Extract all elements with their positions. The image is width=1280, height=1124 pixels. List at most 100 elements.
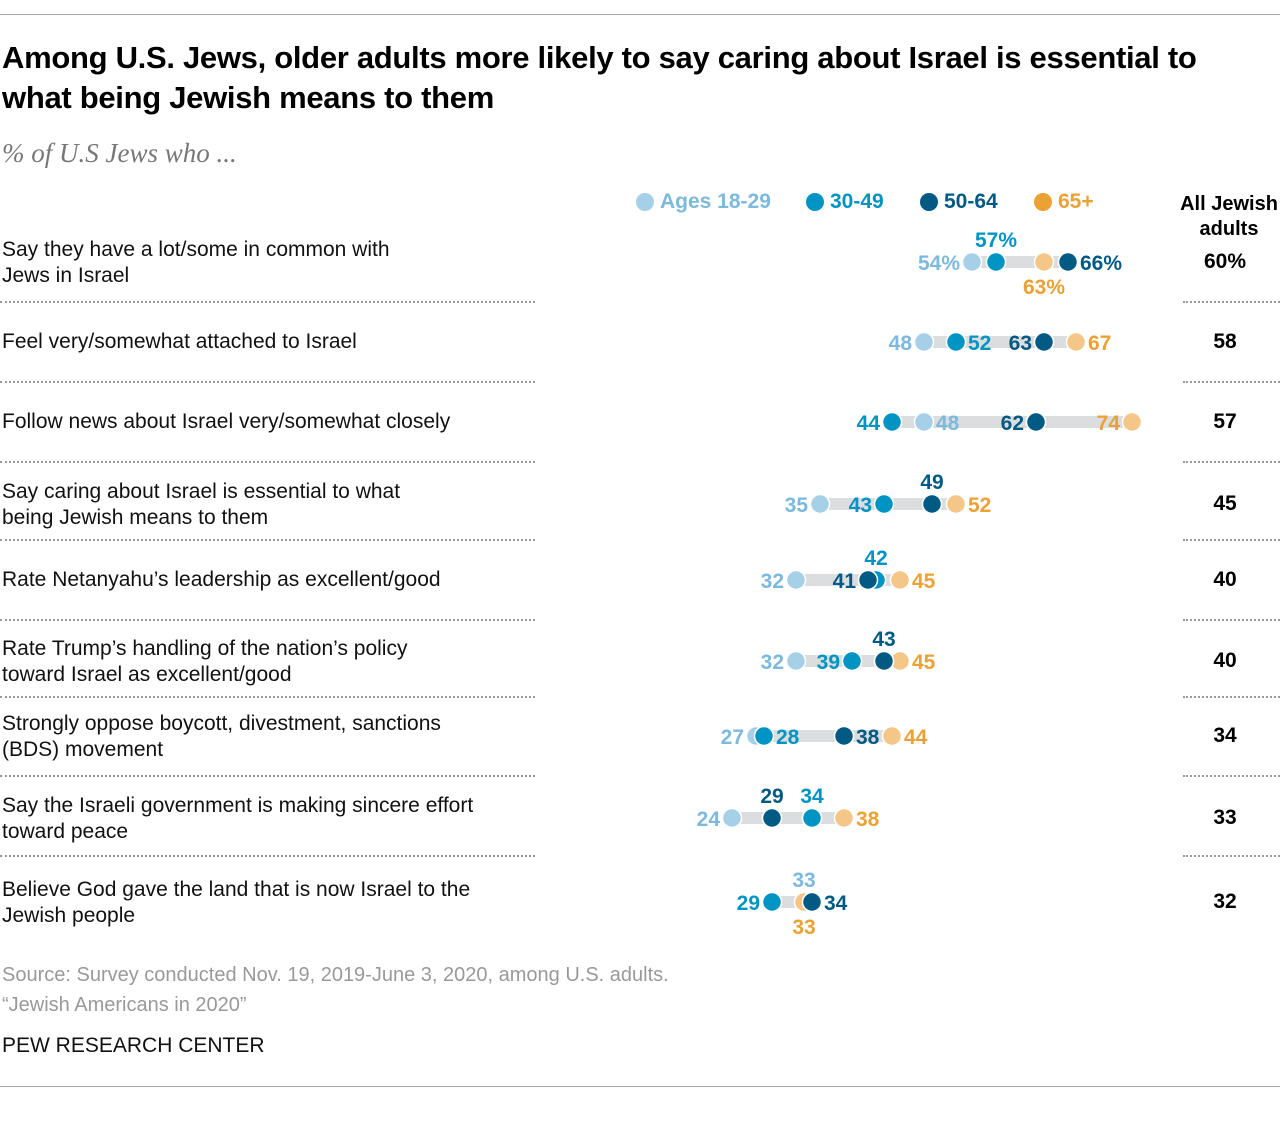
legend-label: Ages 18-29: [660, 190, 771, 213]
data-label: 35: [785, 494, 809, 517]
all-adults-value: 57: [1213, 410, 1237, 433]
dot-30-49: [873, 493, 895, 515]
data-label: 39: [817, 651, 840, 674]
data-label: 49: [920, 471, 943, 494]
data-label: 32: [761, 651, 784, 674]
data-label: 33: [792, 869, 815, 892]
row-divider: [0, 301, 535, 303]
all-adults-value: 33: [1213, 806, 1237, 829]
data-label: 28: [776, 726, 800, 749]
data-label: 43: [872, 628, 895, 651]
all-adults-value: 60%: [1203, 250, 1247, 273]
data-label: 29: [737, 892, 760, 915]
dot-65-: [889, 569, 911, 591]
dot-50-64: [761, 807, 783, 829]
legend-item: 30-49: [806, 190, 884, 214]
all-adults-value: 40: [1213, 568, 1237, 591]
dot-65-: [1065, 331, 1087, 353]
legend-item: Ages 18-29: [636, 190, 771, 214]
row-divider: [1183, 461, 1280, 463]
dot-30-49: [985, 251, 1007, 273]
legend-item: 65+: [1034, 190, 1094, 214]
data-label: 48: [889, 332, 913, 355]
row-divider: [1183, 855, 1280, 857]
data-label: 27: [721, 726, 744, 749]
data-label: 52: [968, 332, 991, 355]
legend-dot: [1034, 193, 1052, 211]
row-divider: [0, 775, 535, 777]
row-divider: [1183, 775, 1280, 777]
dot-50-64: [1033, 331, 1055, 353]
row-divider: [1183, 301, 1280, 303]
dot-ages-18-29: [809, 493, 831, 515]
dot-50-64: [833, 725, 855, 747]
org-credit: PEW RESEARCH CENTER: [2, 1034, 265, 1057]
legend-dot: [806, 193, 824, 211]
data-label: 38: [856, 726, 880, 749]
dot-ages-18-29: [785, 650, 807, 672]
all-adults-value: 45: [1213, 492, 1237, 515]
dot-30-49: [801, 807, 823, 829]
dot-30-49: [761, 891, 783, 913]
row-label: Say they have a lot/some in common with …: [2, 238, 390, 287]
row-label: Rate Netanyahu’s leadership as excellent…: [2, 568, 441, 591]
data-label: 34: [800, 785, 824, 808]
dot-ages-18-29: [785, 569, 807, 591]
data-label: 62: [1001, 412, 1024, 435]
dot-30-49: [945, 331, 967, 353]
dot-ages-18-29: [961, 251, 983, 273]
dot-50-64: [1057, 251, 1079, 273]
all-adults-value: 34: [1213, 724, 1237, 747]
all-adults-header: All Jewish adults: [1180, 193, 1278, 240]
data-label: 44: [904, 726, 928, 749]
row-divider: [0, 855, 535, 857]
dot-ages-18-29: [721, 807, 743, 829]
bottom-rule: [0, 1086, 1280, 1087]
legend-dot: [920, 193, 938, 211]
dot-ages-18-29: [913, 411, 935, 433]
row-label: Say caring about Israel is essential to …: [2, 480, 401, 529]
data-label: 42: [864, 547, 887, 570]
dot-50-64: [801, 891, 823, 913]
data-label: 33: [792, 916, 815, 939]
data-label: 32: [761, 570, 784, 593]
data-label: 54%: [918, 252, 960, 275]
data-label: 38: [856, 808, 880, 831]
dot-ages-18-29: [913, 331, 935, 353]
dot-65-: [945, 493, 967, 515]
all-adults-value: 40: [1213, 649, 1237, 672]
top-rule: [0, 14, 1280, 15]
data-label: 66%: [1080, 252, 1122, 275]
data-label: 41: [833, 570, 857, 593]
range-bar: [756, 730, 892, 742]
dot-50-64: [857, 569, 879, 591]
data-label: 43: [849, 494, 872, 517]
data-label: 63: [1009, 332, 1032, 355]
dot-65-: [833, 807, 855, 829]
legend-label: 50-64: [944, 190, 998, 213]
data-label: 24: [697, 808, 721, 831]
data-label: 34: [824, 892, 848, 915]
report-title: “Jewish Americans in 2020”: [2, 994, 247, 1016]
all-adults-value: 58: [1213, 330, 1237, 353]
dot-65-: [1121, 411, 1143, 433]
data-label: 45: [912, 570, 936, 593]
data-label: 67: [1088, 332, 1111, 355]
source-text: Source: Survey conducted Nov. 19, 2019-J…: [2, 964, 669, 986]
chart-subtitle: % of U.S Jews who ...: [2, 138, 237, 168]
dot-50-64: [921, 493, 943, 515]
row-divider: [1183, 696, 1280, 698]
row-divider: [0, 539, 535, 541]
row-label: Follow news about Israel very/somewhat c…: [2, 410, 451, 433]
data-label: 57%: [975, 229, 1017, 252]
legend-label: 65+: [1058, 190, 1094, 213]
row-divider: [0, 619, 535, 621]
dot-65-: [1033, 251, 1055, 273]
row-label: Strongly oppose boycott, divestment, san…: [2, 712, 441, 761]
source-note: Source: Survey conducted Nov. 19, 2019-J…: [2, 960, 669, 1020]
data-label: 44: [857, 412, 881, 435]
row-divider: [0, 461, 535, 463]
data-label: 63%: [1023, 276, 1065, 299]
legend-label: 30-49: [830, 190, 884, 213]
